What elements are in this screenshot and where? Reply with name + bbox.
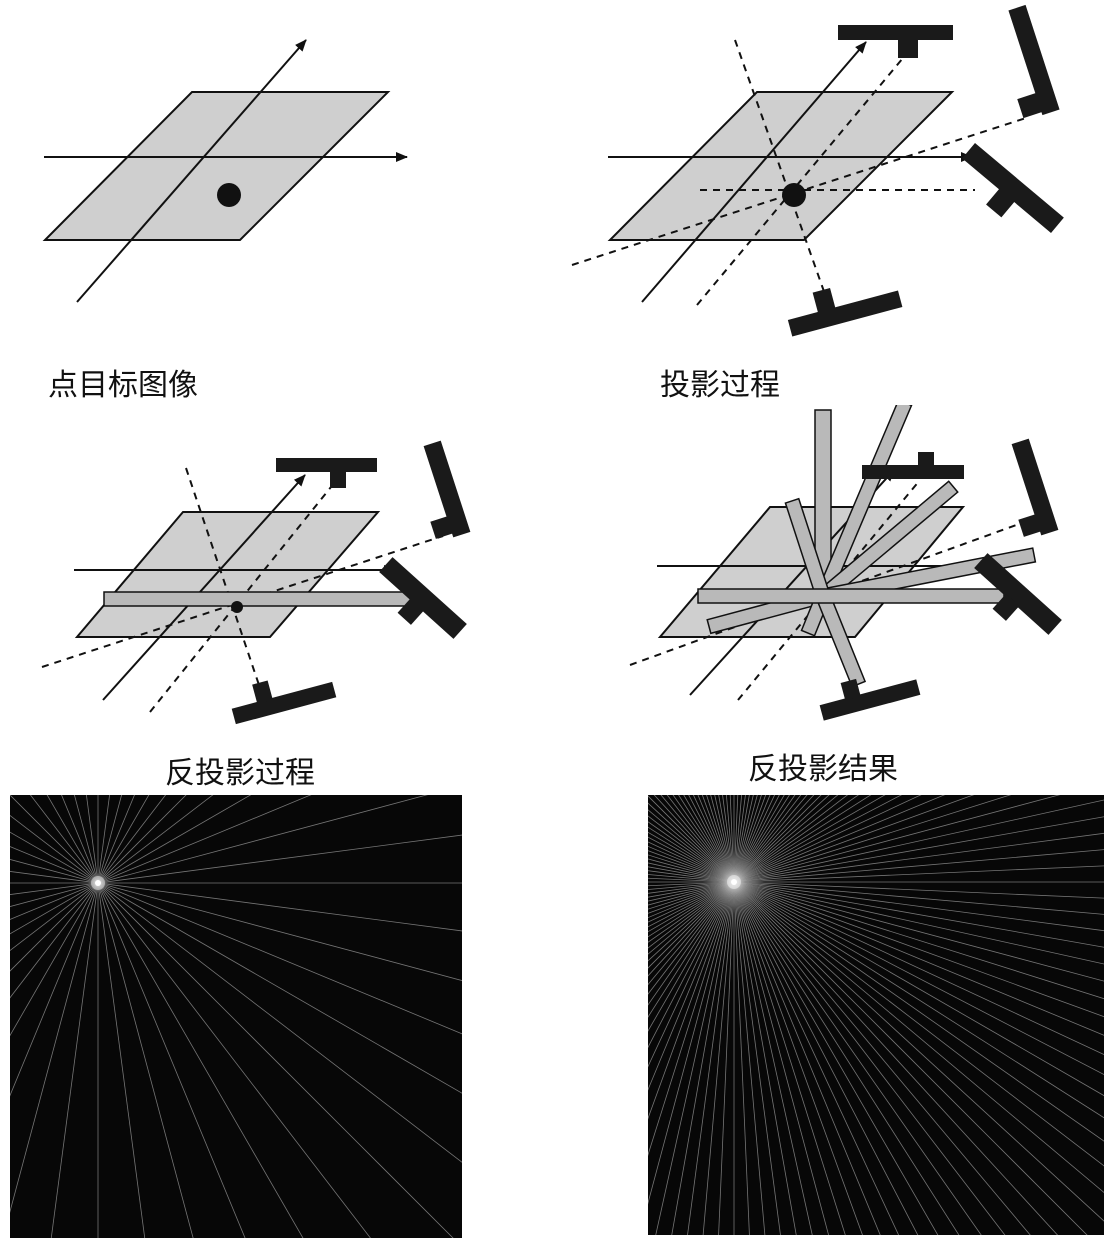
back-projection-result-panel (556, 405, 1113, 750)
detector-right (949, 143, 1064, 248)
reconstruction-image-left (10, 795, 462, 1238)
point-target (782, 183, 806, 207)
caption-back-projection-result: 反投影结果 (748, 744, 898, 788)
back-projection-panel (0, 405, 556, 750)
caption-back-projection: 反投影过程 (165, 748, 315, 792)
reconstruction-right (648, 795, 1104, 1235)
detector-upper-right (995, 439, 1058, 541)
back-projection-result-diagram (556, 405, 1113, 750)
point-target (231, 601, 243, 613)
point-target-diagram (0, 0, 556, 345)
reconstructed-point (731, 879, 737, 885)
projection-diagram (556, 0, 1113, 345)
image-plane (77, 512, 378, 637)
caption-point-target: 点目标图像 (48, 360, 198, 404)
detector-top (276, 458, 377, 488)
caption-projection: 投影过程 (660, 360, 780, 404)
reconstruction-left (10, 795, 462, 1238)
detector-bottom (783, 271, 903, 336)
back-projection-diagram (0, 405, 556, 750)
detector-bottom (227, 664, 336, 724)
point-target-panel (0, 0, 556, 345)
back-projection-bar (104, 592, 420, 606)
point-target (217, 183, 241, 207)
image-plane (45, 92, 388, 240)
reconstructed-point (95, 880, 101, 886)
detector-upper-right (990, 5, 1059, 121)
detector-upper-right (407, 441, 470, 543)
reconstruction-background (10, 795, 462, 1238)
detector-bottom (815, 664, 920, 721)
reconstruction-image-right (648, 795, 1104, 1235)
image-plane (610, 92, 952, 240)
projection-panel (556, 0, 1113, 345)
